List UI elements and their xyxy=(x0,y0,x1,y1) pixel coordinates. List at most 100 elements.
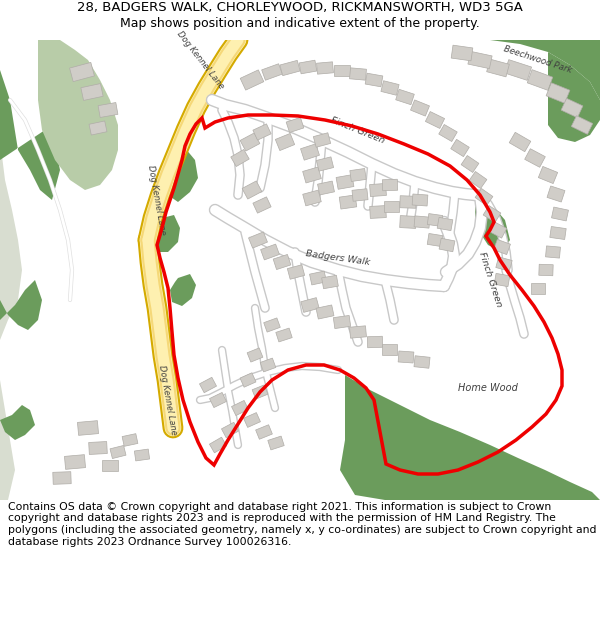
Bar xyxy=(546,82,570,103)
Bar xyxy=(494,239,511,254)
Bar xyxy=(273,254,291,269)
Bar xyxy=(310,271,326,285)
Bar xyxy=(427,214,443,226)
Bar xyxy=(240,372,256,388)
Polygon shape xyxy=(0,170,42,330)
Bar xyxy=(110,446,126,459)
Bar xyxy=(370,206,386,218)
Text: Contains OS data © Crown copyright and database right 2021. This information is : Contains OS data © Crown copyright and d… xyxy=(8,502,596,547)
Bar xyxy=(451,45,473,61)
Bar xyxy=(256,425,272,439)
Bar xyxy=(322,275,338,289)
Bar xyxy=(262,64,283,80)
Bar xyxy=(268,436,284,450)
Bar xyxy=(253,124,271,140)
Bar xyxy=(248,232,268,248)
Bar xyxy=(527,69,553,91)
Bar xyxy=(232,401,248,416)
Bar xyxy=(414,356,430,368)
Text: Dog Kennel Lane: Dog Kennel Lane xyxy=(175,29,226,91)
Bar xyxy=(299,60,317,74)
Bar xyxy=(524,149,545,168)
Bar xyxy=(302,167,322,183)
Bar xyxy=(199,378,217,392)
Bar xyxy=(122,434,138,446)
Bar xyxy=(483,206,501,222)
Polygon shape xyxy=(170,274,196,306)
Bar xyxy=(398,351,414,363)
Bar xyxy=(400,196,416,208)
Bar xyxy=(286,118,304,132)
Bar xyxy=(350,326,367,338)
Bar xyxy=(350,169,366,181)
Bar xyxy=(98,102,118,118)
Bar xyxy=(244,412,260,428)
Bar xyxy=(260,244,280,260)
Bar xyxy=(313,132,331,148)
Text: Dog Kennel Lane: Dog Kennel Lane xyxy=(146,164,167,236)
Polygon shape xyxy=(152,215,180,252)
Bar xyxy=(253,197,271,213)
Bar xyxy=(505,59,532,81)
Bar xyxy=(252,385,268,399)
Bar xyxy=(451,139,469,157)
Polygon shape xyxy=(460,40,600,100)
Bar xyxy=(134,449,149,461)
Bar xyxy=(89,441,107,454)
Bar xyxy=(545,246,560,258)
Bar xyxy=(550,226,566,239)
Bar xyxy=(301,298,319,312)
Bar xyxy=(81,84,103,101)
Bar xyxy=(339,195,357,209)
Text: Badgers Walk: Badgers Walk xyxy=(305,249,371,267)
Polygon shape xyxy=(0,335,35,440)
Text: Home Wood: Home Wood xyxy=(458,383,518,393)
Bar xyxy=(287,265,305,279)
Bar xyxy=(365,73,383,87)
Text: Finch Green: Finch Green xyxy=(330,115,386,145)
Bar xyxy=(468,51,492,69)
Bar xyxy=(414,216,430,228)
Text: 28, BADGERS WALK, CHORLEYWOOD, RICKMANSWORTH, WD3 5GA: 28, BADGERS WALK, CHORLEYWOOD, RICKMANSW… xyxy=(77,1,523,14)
Bar xyxy=(437,217,453,231)
Bar xyxy=(427,234,443,246)
Bar xyxy=(247,348,263,362)
Polygon shape xyxy=(548,52,600,142)
Bar xyxy=(381,81,399,95)
Bar xyxy=(102,459,118,471)
Text: Map shows position and indicative extent of the property.: Map shows position and indicative extent… xyxy=(120,17,480,29)
Bar xyxy=(316,305,334,319)
Bar xyxy=(547,186,565,202)
Bar xyxy=(461,156,479,172)
Polygon shape xyxy=(38,40,118,190)
Bar xyxy=(439,238,455,252)
Bar xyxy=(496,257,512,271)
Bar xyxy=(77,421,98,436)
Bar xyxy=(64,454,86,469)
Bar xyxy=(531,282,545,294)
Bar xyxy=(539,264,553,276)
Polygon shape xyxy=(340,375,600,500)
Bar xyxy=(280,61,300,76)
Bar xyxy=(334,316,350,329)
Bar xyxy=(487,59,509,77)
Bar xyxy=(551,207,568,221)
Bar xyxy=(336,175,354,189)
Bar xyxy=(561,98,583,118)
Bar xyxy=(410,100,430,116)
Bar xyxy=(350,68,367,80)
Bar xyxy=(260,358,276,372)
Bar xyxy=(494,273,510,287)
Text: Beechwood Park: Beechwood Park xyxy=(503,45,574,75)
Bar xyxy=(221,422,239,437)
Bar xyxy=(571,116,593,134)
Bar xyxy=(385,201,400,212)
Bar xyxy=(242,181,262,199)
Bar xyxy=(303,190,321,206)
Bar xyxy=(367,336,383,348)
Bar xyxy=(209,392,226,408)
Bar xyxy=(489,222,507,238)
Bar xyxy=(231,149,249,166)
Text: Finch Green: Finch Green xyxy=(477,251,503,309)
Polygon shape xyxy=(165,148,198,202)
